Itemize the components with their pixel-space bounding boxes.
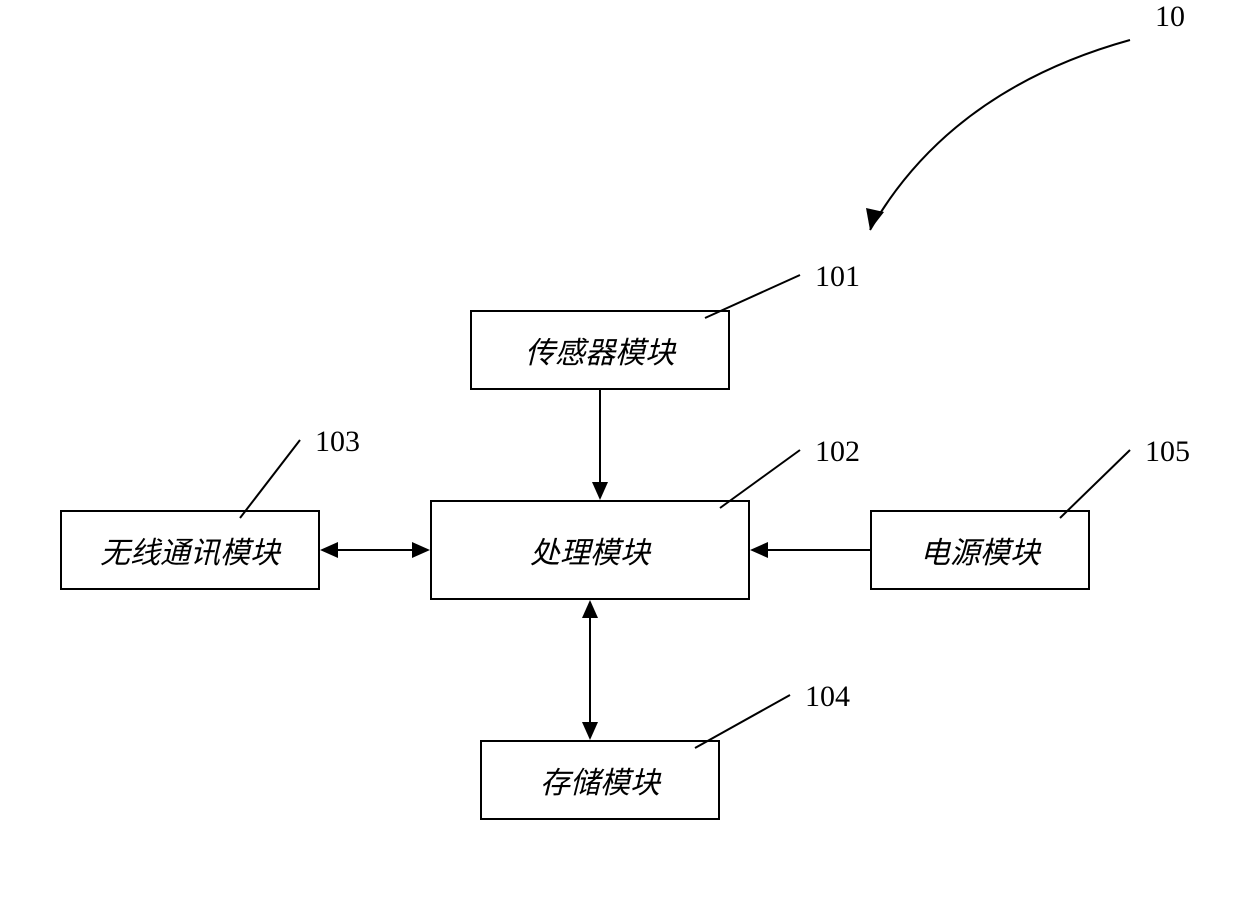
node-wireless-ref: 103 [315, 425, 360, 459]
node-process-label: 处理模块 [530, 528, 650, 572]
node-power-ref: 105 [1145, 435, 1190, 469]
system-ref-arrowhead [866, 208, 884, 230]
edge-sensor-process-head [592, 482, 608, 500]
edge-power-process-head [750, 542, 768, 558]
system-ref-label: 10 [1155, 0, 1185, 34]
node-storage-ref: 104 [805, 680, 850, 714]
system-ref-arc [870, 40, 1130, 230]
node-storage-label: 存储模块 [540, 758, 660, 802]
diagram-canvas: 10 传感器模块 101 处理模块 102 无线通讯模块 103 存储模块 10… [0, 0, 1240, 902]
edge-wireless-process-head-left [320, 542, 338, 558]
node-process: 处理模块 [430, 500, 750, 600]
node-wireless: 无线通讯模块 [60, 510, 320, 590]
node-sensor-ref: 101 [815, 260, 860, 294]
edge-process-storage-head-up [582, 600, 598, 618]
leader-wireless [240, 440, 300, 518]
node-process-ref: 102 [815, 435, 860, 469]
edge-process-storage-head-down [582, 722, 598, 740]
node-sensor-label: 传感器模块 [525, 328, 675, 372]
node-wireless-label: 无线通讯模块 [100, 528, 280, 572]
leader-power [1060, 450, 1130, 518]
node-storage: 存储模块 [480, 740, 720, 820]
edge-wireless-process-head-right [412, 542, 430, 558]
node-sensor: 传感器模块 [470, 310, 730, 390]
node-power: 电源模块 [870, 510, 1090, 590]
node-power-label: 电源模块 [920, 528, 1040, 572]
